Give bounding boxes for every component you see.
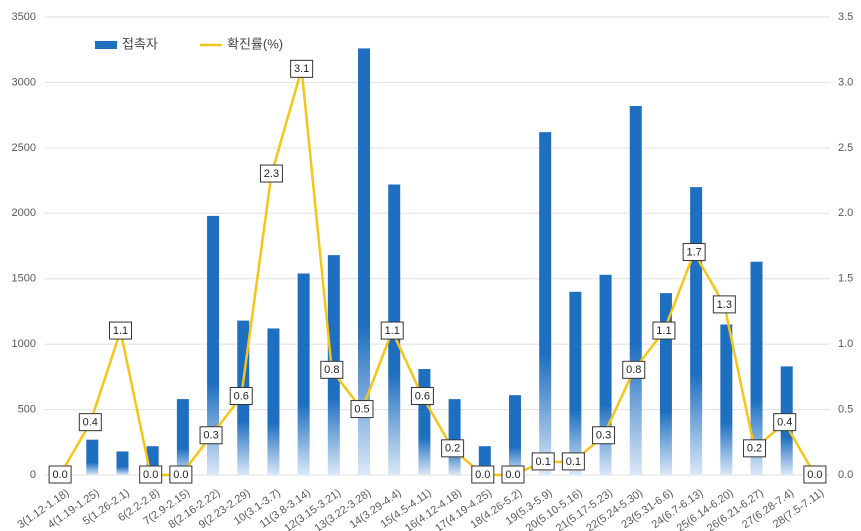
- bar: [448, 399, 461, 475]
- bar: [690, 187, 703, 475]
- y2-tick-label: 0.0: [838, 469, 853, 481]
- data-label-box: [410, 386, 434, 405]
- y-tick-label: 1500: [12, 273, 36, 285]
- data-label: 0.2: [747, 443, 762, 455]
- y2-tick-label: 3.0: [838, 76, 853, 88]
- y-tick-label: 1000: [12, 338, 36, 350]
- legend-label: 확진률(%): [227, 36, 283, 51]
- bar: [659, 293, 672, 475]
- data-label-box: [622, 360, 646, 379]
- bar: [207, 215, 220, 475]
- bar: [508, 395, 521, 475]
- data-label-box: [561, 452, 585, 471]
- data-label: 1.3: [717, 299, 732, 311]
- y2-tick-label: 0.5: [838, 403, 853, 415]
- bar: [86, 439, 99, 475]
- y2-tick-label: 3.5: [838, 11, 853, 23]
- data-label-box: [169, 465, 193, 484]
- y-tick-label: 500: [18, 403, 36, 415]
- data-label-box: [108, 321, 132, 340]
- data-label-box: [78, 413, 102, 432]
- bar: [720, 324, 733, 475]
- y2-tick-label: 2.5: [838, 142, 853, 154]
- data-label: 0.4: [83, 417, 98, 429]
- data-label: 0.0: [52, 469, 67, 481]
- data-label-box: [531, 452, 555, 471]
- data-label-box: [652, 321, 676, 340]
- data-label: 2.3: [264, 168, 279, 180]
- data-label: 0.3: [596, 430, 611, 442]
- data-label: 0.4: [777, 417, 792, 429]
- data-label: 3.1: [294, 63, 309, 75]
- data-label: 0.0: [505, 469, 520, 481]
- data-label: 1.1: [385, 325, 400, 337]
- data-label-box: [743, 439, 767, 458]
- data-label-box: [320, 360, 344, 379]
- bar: [358, 48, 371, 476]
- y2-tick-label: 1.0: [838, 338, 853, 350]
- data-label: 0.2: [445, 443, 460, 455]
- data-label-box: [712, 295, 736, 314]
- data-label-box: [48, 465, 72, 484]
- y-tick-label: 2000: [12, 207, 36, 219]
- data-label: 0.3: [203, 430, 218, 442]
- data-label: 1.7: [686, 246, 701, 258]
- data-label-box: [803, 465, 827, 484]
- data-label: 0.6: [415, 390, 430, 402]
- data-label: 0.1: [536, 456, 551, 468]
- data-label-box: [350, 400, 374, 419]
- bar: [116, 451, 129, 475]
- y2-tick-label: 1.5: [838, 273, 853, 285]
- data-label: 0.8: [324, 364, 339, 376]
- data-label-box: [773, 413, 797, 432]
- data-label: 1.1: [656, 325, 671, 337]
- bar: [418, 369, 431, 475]
- y-tick-label: 3500: [12, 11, 36, 23]
- data-label-box: [471, 465, 495, 484]
- data-label-box: [682, 243, 706, 262]
- data-label-box: [139, 465, 163, 484]
- data-label-box: [441, 439, 465, 458]
- data-label: 0.0: [143, 469, 158, 481]
- data-label: 0.5: [354, 403, 369, 415]
- data-label: 0.0: [173, 469, 188, 481]
- data-label: 0.8: [626, 364, 641, 376]
- bar: [750, 261, 763, 475]
- data-label: 0.6: [234, 390, 249, 402]
- data-label-box: [199, 426, 223, 445]
- data-label-box: [501, 465, 525, 484]
- data-label: 0.0: [475, 469, 490, 481]
- bar: [539, 132, 552, 475]
- bar: [569, 291, 582, 475]
- legend-swatch: [95, 41, 117, 49]
- legend-label: 접촉자: [122, 36, 158, 51]
- y-tick-label: 0: [30, 469, 36, 481]
- bar: [176, 399, 189, 475]
- y2-tick-label: 2.0: [838, 207, 853, 219]
- bar: [297, 273, 310, 475]
- data-label-box: [380, 321, 404, 340]
- bar: [599, 274, 612, 475]
- y-tick-label: 3000: [12, 76, 36, 88]
- data-label: 0.0: [807, 469, 822, 481]
- data-label-box: [229, 386, 253, 405]
- data-label: 0.1: [566, 456, 581, 468]
- y-tick-label: 2500: [12, 142, 36, 154]
- bar: [267, 328, 280, 475]
- data-label-box: [259, 164, 283, 183]
- data-label: 1.1: [113, 325, 128, 337]
- bar: [629, 105, 642, 476]
- data-label-box: [290, 59, 314, 78]
- data-label-box: [592, 426, 616, 445]
